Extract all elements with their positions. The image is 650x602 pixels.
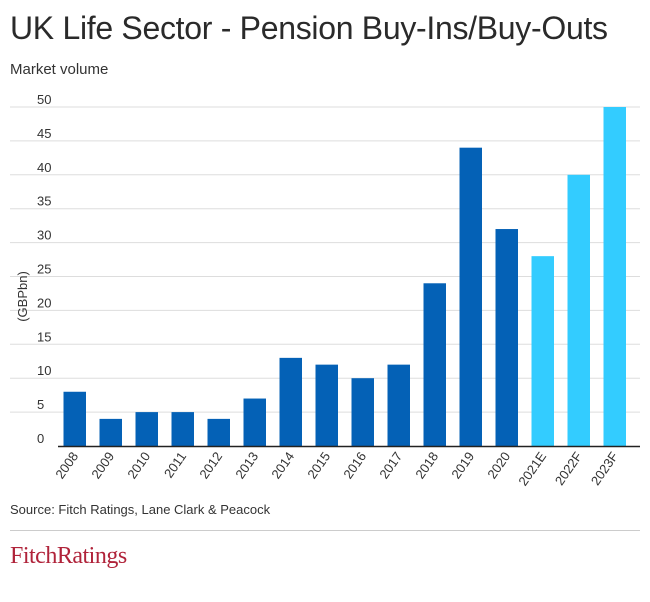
bar-2022F [567, 174, 590, 447]
bar-2012 [207, 418, 230, 446]
x-tick-label: 2023F [588, 449, 621, 488]
fitch-ratings-logo: FitchRatings [10, 543, 127, 569]
bar-2015 [315, 364, 338, 446]
bar-2014 [279, 357, 302, 446]
x-tick-label: 2010 [124, 449, 153, 481]
bar-2023F [603, 107, 626, 446]
bar-2008 [63, 391, 86, 446]
bar-chart: 0 5 10 15 20 25 30 35 40 45 50 (GBPbn) 2008 2009 2010 2… [10, 92, 640, 489]
y-tick-label: 35 [37, 194, 51, 209]
x-tick-label: 2015 [304, 449, 333, 481]
bar-2016 [351, 378, 374, 446]
source-note: Source: Fitch Ratings, Lane Clark & Peac… [10, 502, 271, 517]
bar-2018 [423, 283, 446, 446]
y-axis-label: (GBPbn) [15, 271, 30, 322]
y-tick-label: 5 [37, 397, 44, 412]
y-tick-label: 25 [37, 262, 51, 277]
footer-divider [10, 530, 640, 531]
y-tick-label: 40 [37, 160, 51, 175]
bar-2010 [135, 412, 158, 446]
y-tick-label: 20 [37, 295, 51, 310]
bar-2013 [243, 398, 266, 446]
bar-2021E [531, 256, 554, 446]
y-tick-label: 15 [37, 329, 51, 344]
x-tick-label: 2022F [552, 449, 585, 488]
chart-subtitle: Market volume [10, 61, 109, 78]
x-tick-label: 2021E [515, 449, 549, 489]
x-tick-label: 2014 [268, 449, 297, 481]
x-tick-label: 2008 [52, 449, 81, 481]
bar-2020 [495, 229, 518, 446]
bar-2019 [459, 147, 482, 446]
x-tick-label: 2012 [196, 449, 225, 481]
y-tick-label: 50 [37, 92, 51, 107]
y-tick-label: 0 [37, 431, 44, 446]
y-tick-label: 10 [37, 363, 51, 378]
x-tick-label: 2017 [376, 449, 405, 481]
bar-2011 [171, 412, 194, 446]
x-tick-label: 2020 [484, 449, 513, 481]
y-tick-label: 30 [37, 228, 51, 243]
bar-2009 [99, 418, 122, 446]
x-tick-label: 2011 [161, 449, 189, 481]
bar-2017 [387, 364, 410, 446]
chart-title: UK Life Sector - Pension Buy-Ins/Buy-Out… [10, 10, 608, 46]
x-tick-label: 2016 [340, 449, 369, 481]
x-tick-label: 2018 [412, 449, 441, 481]
x-tick-label: 2009 [88, 449, 117, 481]
y-tick-label: 45 [37, 126, 51, 141]
x-tick-label: 2019 [448, 449, 477, 481]
x-tick-label: 2013 [232, 449, 261, 481]
